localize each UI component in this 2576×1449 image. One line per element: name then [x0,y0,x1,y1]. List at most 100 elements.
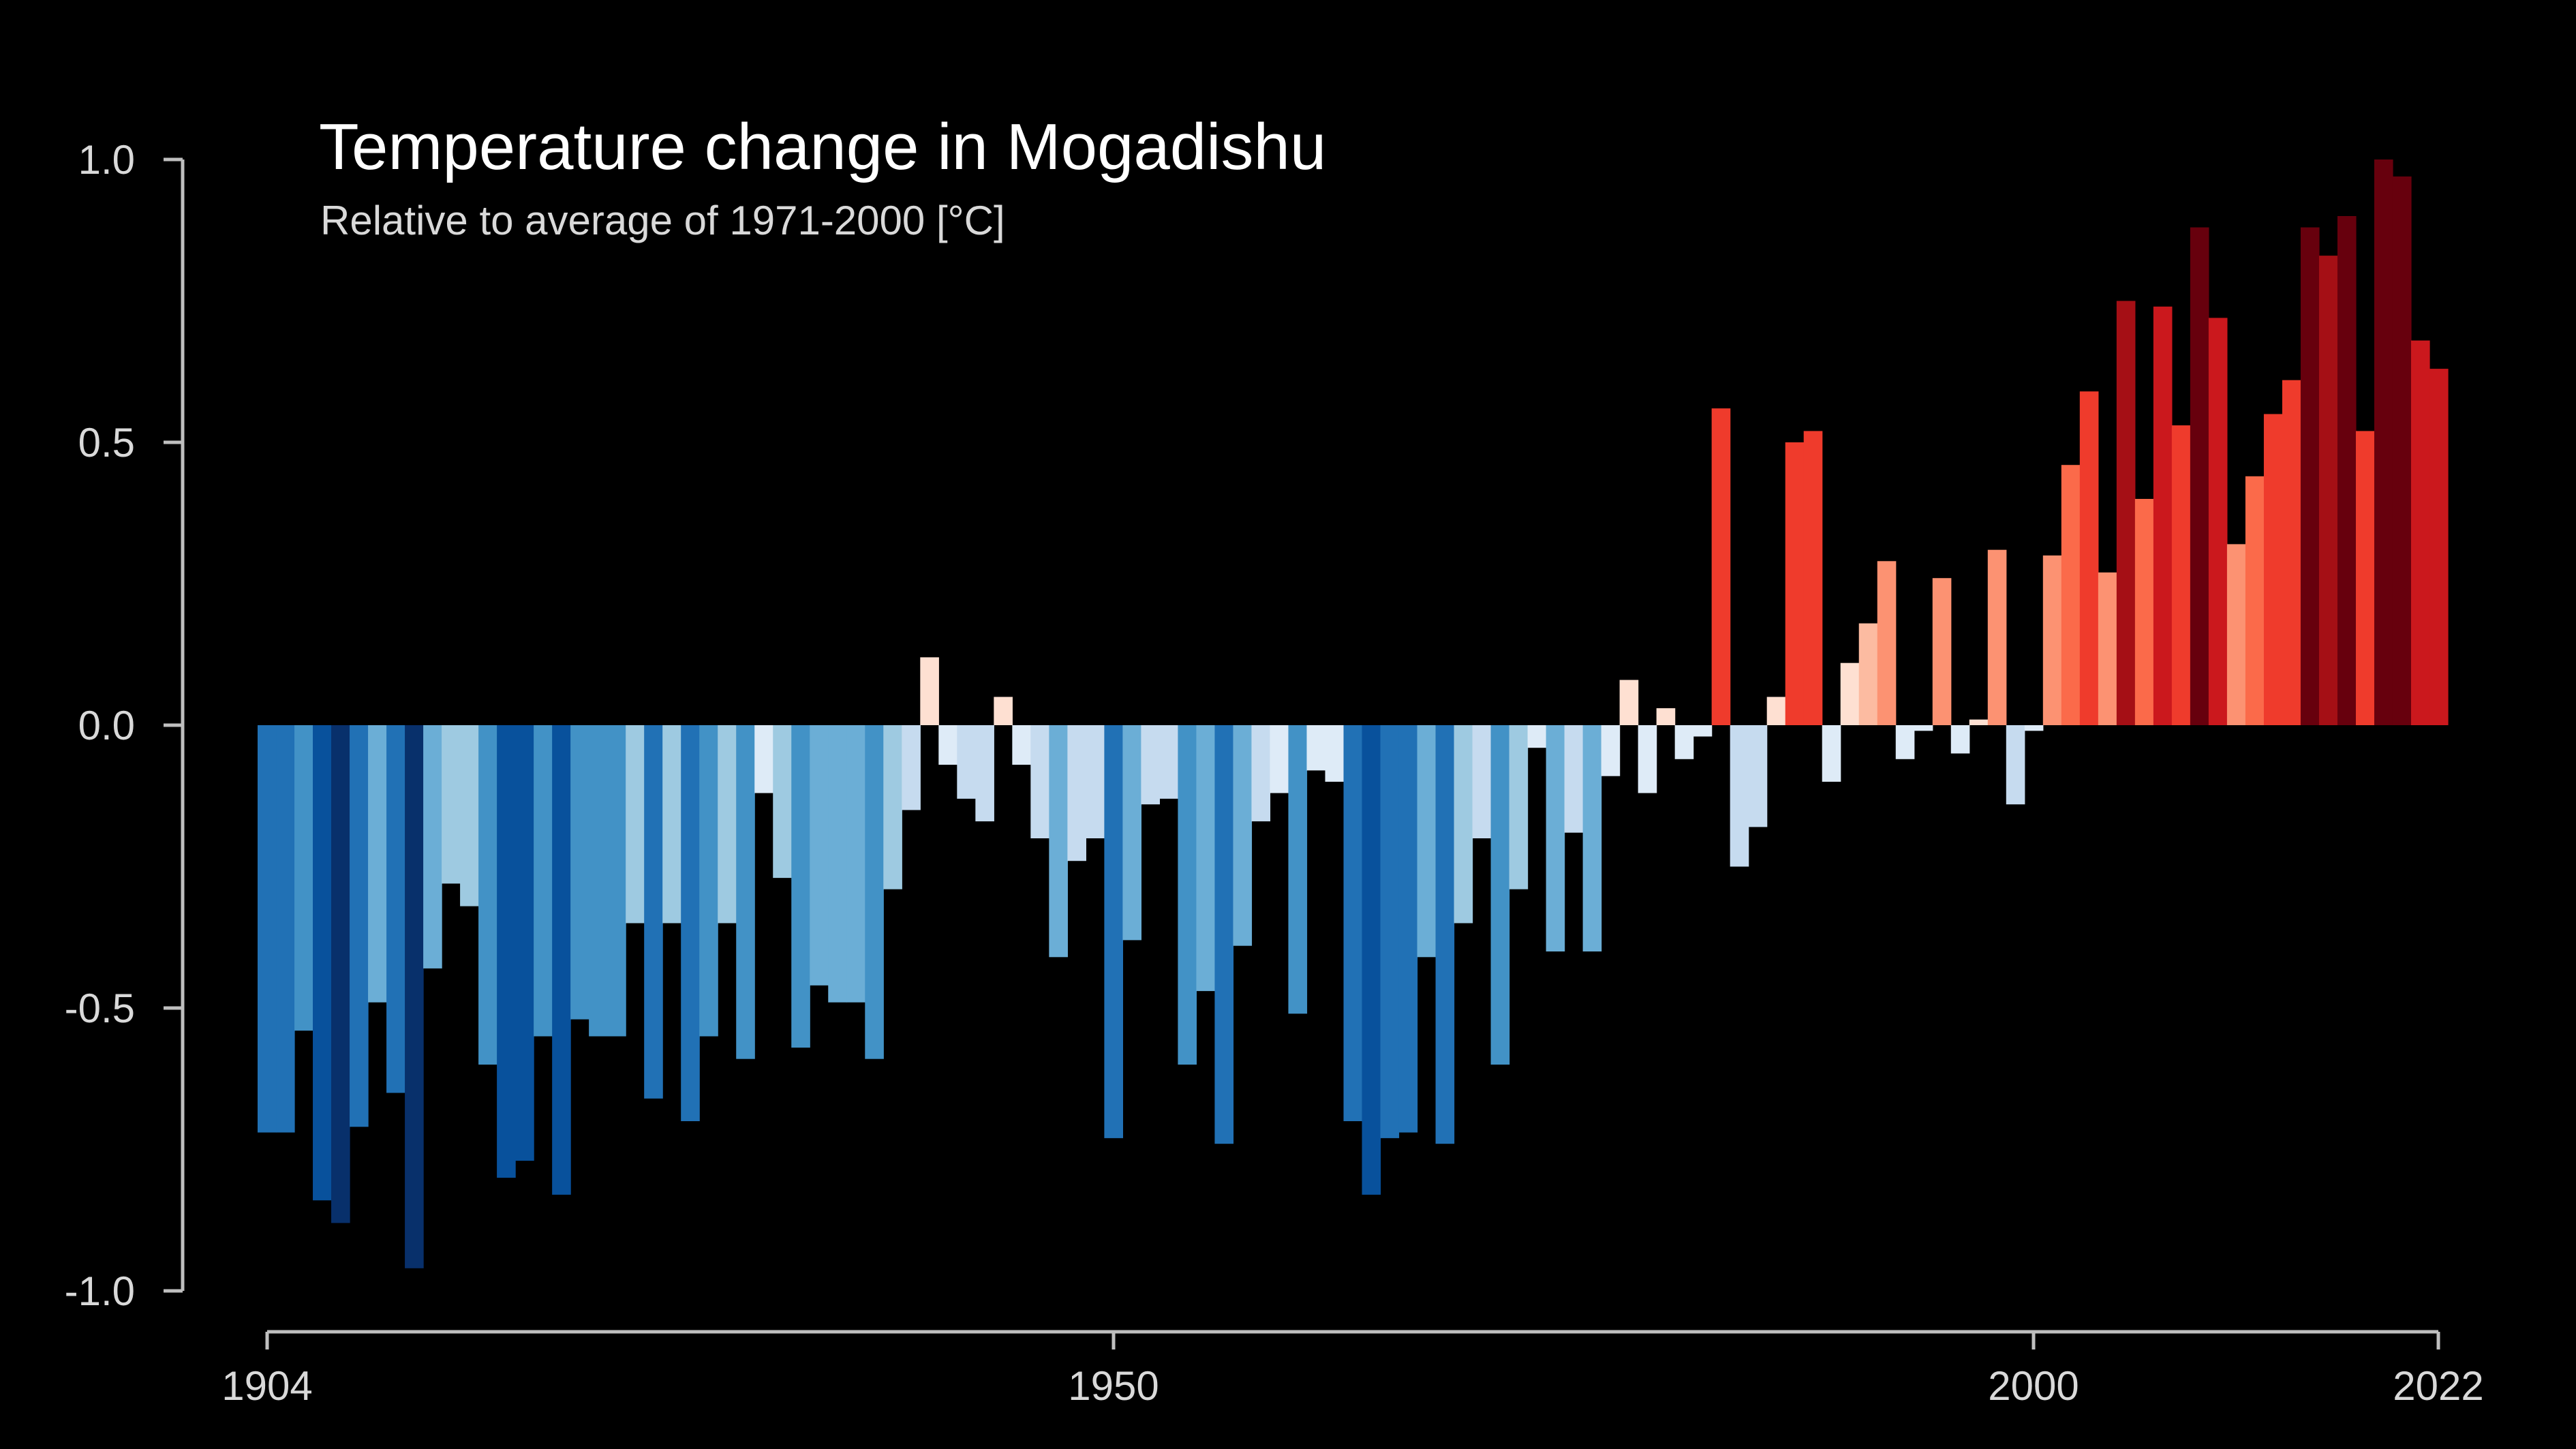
bar-series [258,159,2449,1268]
bar-1916 [478,725,497,1065]
bar-1990 [1840,662,1860,725]
bar-1998 [1987,549,2007,725]
bar-1957 [1233,725,1253,946]
bar-2013 [2263,414,2283,725]
bar-1971 [1490,725,1510,1065]
y-tick-label: 1.0 [78,137,135,183]
bar-1972 [1509,725,1529,889]
bar-1965 [1380,725,1400,1138]
bar-1953 [1159,725,1179,799]
bar-1975 [1564,725,1584,833]
bar-1995 [1932,578,1952,725]
x-axis: 1904 1950 2000 2022 [221,1330,2484,1409]
bar-1991 [1858,623,1878,725]
bar-1907 [313,725,332,1201]
y-tick-label: 0.5 [78,420,135,466]
y-tick-label: -0.5 [65,986,135,1031]
bar-1980 [1656,708,1676,725]
bar-1977 [1601,725,1621,776]
bar-1973 [1527,725,1547,748]
bar-1932 [773,725,792,879]
x-tick-label: 2022 [2393,1363,2483,1409]
x-tick-label: 1950 [1068,1363,1159,1409]
bar-2014 [2282,380,2301,725]
bar-1906 [294,725,313,1031]
bar-1988 [1803,431,1823,725]
bar-2011 [2226,544,2246,725]
bar-1942 [957,725,976,799]
bar-1943 [975,725,994,822]
bar-2003 [2079,391,2099,725]
bar-1911 [386,725,405,1093]
y-axis: 1.0 0.5 0.0 -0.5 -1.0 [65,137,185,1314]
bar-1925 [644,725,663,1099]
bar-1923 [607,725,626,1037]
bar-1996 [1950,725,1970,754]
bar-2018 [2355,431,2375,725]
bar-1910 [368,725,387,1003]
bar-1940 [920,657,939,725]
bar-1952 [1141,725,1161,805]
bar-1947 [1049,725,1068,958]
bar-2010 [2208,318,2228,725]
bar-1954 [1178,725,1197,1065]
bar-1927 [681,725,700,1121]
bar-2004 [2098,572,2117,725]
bar-1948 [1067,725,1086,861]
bar-1999 [2006,725,2025,805]
bar-1993 [1895,725,1915,759]
bar-1936 [846,725,865,1003]
bar-1969 [1454,725,1473,924]
bar-1937 [865,725,884,1059]
bar-1934 [810,725,829,986]
bar-1970 [1472,725,1492,838]
bar-1922 [589,725,608,1037]
bar-1930 [736,725,755,1059]
bar-1908 [331,725,350,1223]
x-tick-label: 2000 [1988,1363,2079,1409]
bar-1985 [1748,725,1768,827]
bar-1914 [442,725,461,884]
bar-2007 [2153,306,2173,725]
bar-2005 [2116,301,2136,725]
bar-1956 [1214,725,1234,1144]
bar-2020 [2392,176,2412,725]
bar-1987 [1785,442,1805,725]
bar-2002 [2061,465,2081,725]
bar-1915 [460,725,479,906]
bar-1909 [350,725,369,1127]
bar-2000 [2024,725,2044,731]
bar-1989 [1822,725,1841,782]
bar-1950 [1104,725,1123,1138]
bar-2015 [2300,227,2320,726]
bar-2006 [2134,499,2154,725]
bar-2016 [2318,256,2338,726]
bar-1921 [570,725,589,1020]
bar-1961 [1306,725,1326,771]
bar-1931 [754,725,773,793]
bar-1929 [718,725,737,924]
bar-1967 [1417,725,1437,958]
bar-2019 [2374,159,2393,725]
bar-1974 [1546,725,1565,951]
bar-1963 [1343,725,1363,1121]
chart-title: Temperature change in Mogadishu [319,110,1326,183]
bar-2017 [2337,216,2357,725]
bar-1928 [699,725,718,1037]
bar-1941 [938,725,957,765]
bar-2021 [2410,340,2430,726]
bar-1917 [497,725,516,1178]
bar-1964 [1362,725,1381,1195]
bar-1918 [515,725,534,1161]
bar-1904 [258,725,277,1133]
bar-1945 [1012,725,1031,765]
bar-1944 [994,697,1013,725]
bar-1958 [1251,725,1271,822]
y-tick-label: 0.0 [78,703,135,748]
bar-2008 [2171,425,2191,725]
bar-1919 [534,725,553,1037]
chart-subtitle: Relative to average of 1971-2000 [°C] [320,198,1005,243]
x-tick-label: 1904 [221,1363,312,1409]
bar-1976 [1582,725,1602,951]
bar-1913 [423,725,442,968]
